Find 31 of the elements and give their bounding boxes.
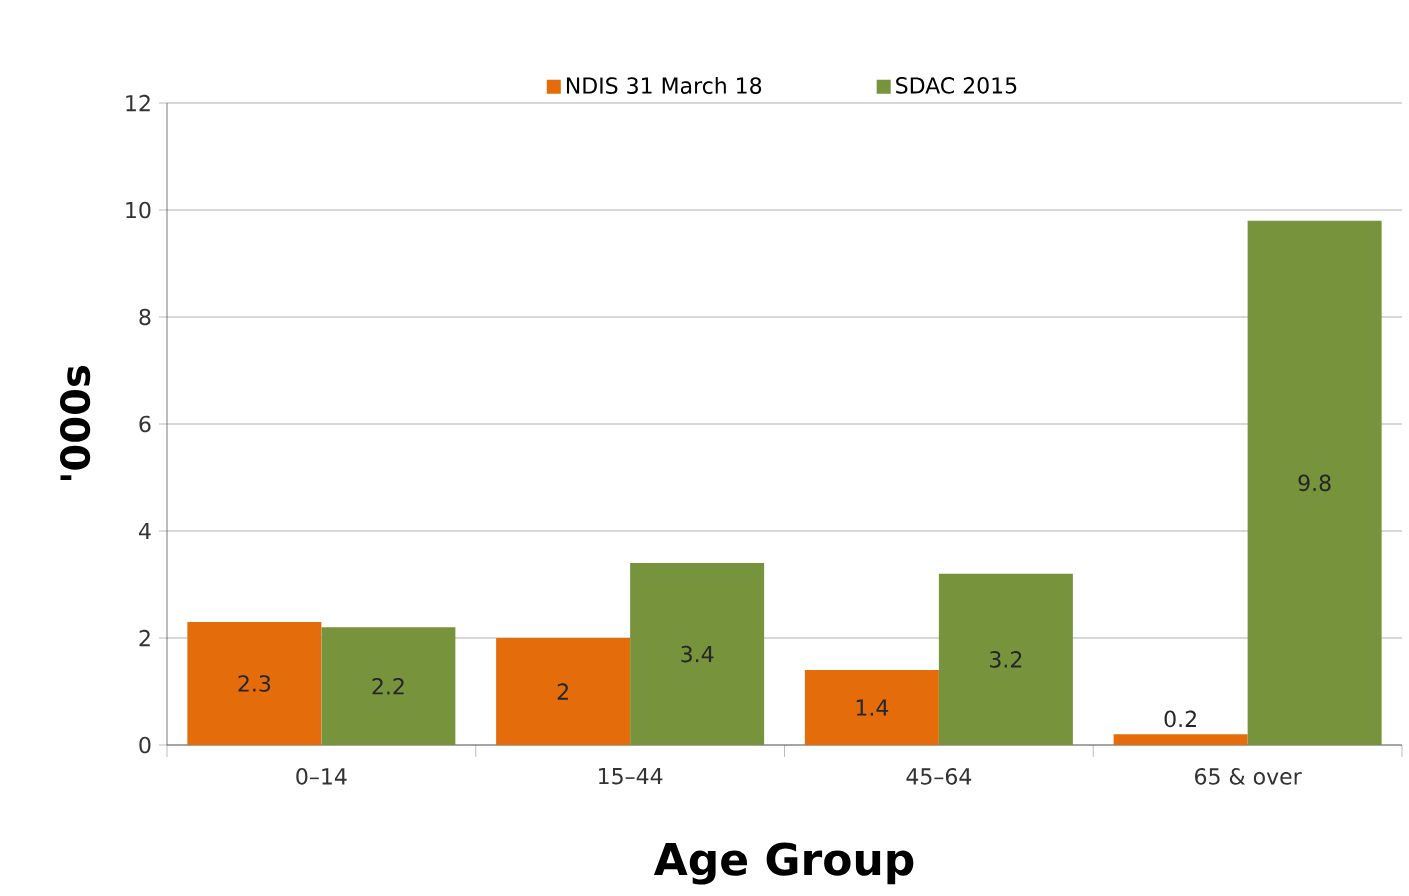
y-axis-title: '000s	[59, 366, 91, 480]
y-tick-label: 4	[139, 522, 151, 540]
bar	[938, 573, 1073, 745]
bar	[1247, 220, 1382, 745]
y-tick-label: 6	[139, 415, 151, 433]
x-tick-label: 45–64	[906, 768, 972, 785]
bar	[804, 670, 939, 745]
y-tick-label: 0	[139, 736, 151, 754]
data-label: 0.2	[1164, 710, 1196, 728]
data-label: 2.2	[372, 678, 404, 695]
x-axis-title: Age Group	[653, 842, 914, 885]
bar	[321, 627, 456, 745]
bar	[187, 621, 322, 745]
x-tick-label: 65 & over	[1195, 768, 1302, 785]
legend-label: SDAC 2015	[896, 77, 1017, 94]
data-label: 3.4	[681, 645, 714, 663]
bar	[1113, 734, 1248, 745]
y-tick-label: 10	[126, 201, 151, 219]
y-tick-label: 12	[126, 94, 150, 112]
data-label: 2.3	[238, 675, 271, 692]
data-label: 1.4	[856, 699, 889, 716]
x-tick-label: 15–44	[599, 768, 663, 785]
data-label: 9.8	[1298, 474, 1331, 492]
bar	[630, 563, 765, 745]
data-label: 3.2	[990, 651, 1022, 668]
legend-label: NDIS 31 March 18	[566, 76, 762, 94]
x-tick-label: 0–14	[296, 768, 347, 785]
bar	[496, 638, 631, 745]
y-tick-label: 8	[139, 308, 151, 326]
y-tick-label: 2	[139, 629, 150, 647]
data-label: 2	[557, 683, 568, 700]
